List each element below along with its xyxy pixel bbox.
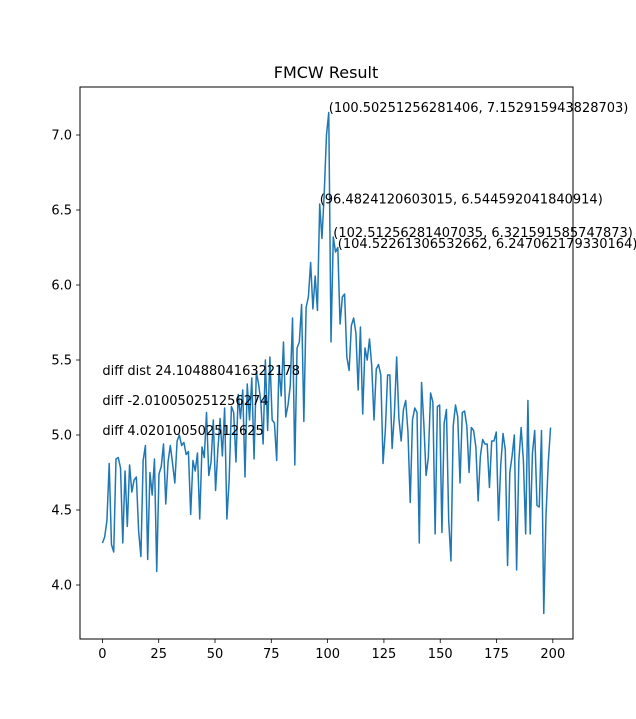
series-line-0 <box>101 111 552 615</box>
y-tick-label: 6.5 <box>51 204 72 219</box>
annotation-label: diff 4.020100502512625 <box>102 424 263 439</box>
y-tick-label: 6.0 <box>51 279 72 294</box>
x-tick-label: 175 <box>484 647 509 662</box>
annotation-label: (96.4824120603015, 6.544592041840914) <box>320 192 603 207</box>
y-tick-label: 7.0 <box>51 129 72 144</box>
chart-title: FMCW Result <box>274 63 379 82</box>
x-tick-label: 150 <box>428 647 453 662</box>
annotation-label: diff -2.010050251256274 <box>102 394 268 409</box>
x-tick-label: 50 <box>207 647 224 662</box>
annotation-label: diff dist 24.104880416322178 <box>102 364 300 379</box>
x-tick-label: 100 <box>315 647 340 662</box>
annotation-label: (100.50251256281406, 7.152915943828703) <box>329 101 629 116</box>
x-tick-label: 75 <box>263 647 280 662</box>
y-tick-label: 5.5 <box>51 354 72 369</box>
annotation-label: (102.51256281407035, 6.321591585747873) <box>333 226 633 241</box>
annotation-label: (104.52261306532662, 6.247062179330164) <box>338 237 636 252</box>
x-tick-label: 200 <box>540 647 565 662</box>
y-tick-label: 4.0 <box>51 579 72 594</box>
y-tick-label: 4.5 <box>51 504 72 519</box>
x-tick-label: 0 <box>98 647 106 662</box>
y-tick-label: 5.0 <box>51 429 72 444</box>
x-tick-label: 25 <box>150 647 167 662</box>
axes-frame <box>79 86 574 640</box>
x-tick-label: 125 <box>372 647 397 662</box>
